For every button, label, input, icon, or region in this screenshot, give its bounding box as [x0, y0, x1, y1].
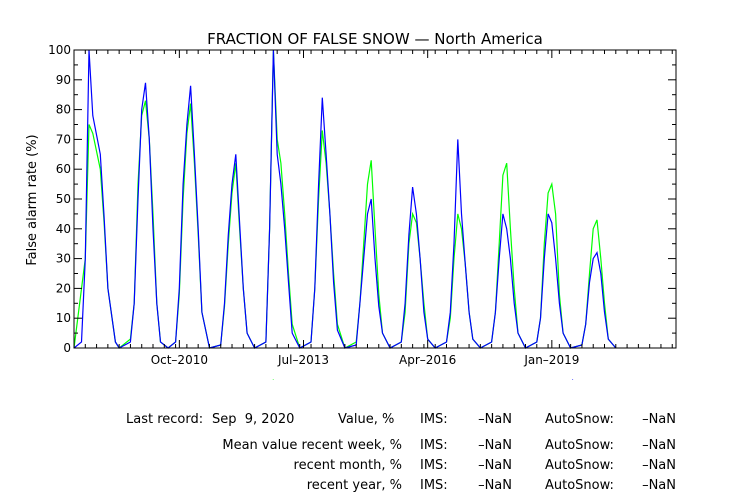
last-autosnow-value: –NaN [642, 412, 676, 427]
x-axis: Oct–2010 Jul–2013 Apr–2016 Jan–2019 [73, 50, 673, 367]
x-tick-label: Apr–2016 [399, 353, 456, 367]
autosnow-label: AutoSnow: [545, 412, 614, 427]
last-record-date: Sep 9, 2020 [212, 412, 295, 427]
y-tick-label: 10 [56, 311, 71, 325]
false-snow-chart: FRACTION OF FALSE SNOW — North America F… [25, 30, 677, 380]
series-line-ims [73, 49, 617, 349]
month-ims-label: IMS: [420, 458, 448, 473]
year-ims-value: –NaN [478, 478, 512, 493]
chart-title: FRACTION OF FALSE SNOW — North America [207, 30, 543, 48]
y-tick-label: 100 [48, 43, 71, 57]
month-autosnow-value: –NaN [642, 458, 676, 473]
y-tick-label: 20 [56, 281, 71, 295]
year-ims-label: IMS: [420, 478, 448, 493]
y-axis: 0 10 20 30 40 50 60 70 80 90 100 [48, 43, 676, 355]
y-tick-label: 90 [56, 73, 71, 87]
last-record-label: Last record: [126, 412, 204, 427]
month-autosnow-label: AutoSnow: [545, 458, 614, 473]
y-tick-label: 0 [63, 341, 71, 355]
legend: AutoSnow vs. In Situ Snow IMS vs. In Situ… [164, 378, 623, 380]
y-tick-label: 70 [56, 132, 71, 146]
week-autosnow-label: AutoSnow: [545, 438, 614, 453]
y-tick-label: 80 [56, 103, 71, 117]
y-axis-label: False alarm rate (%) [25, 134, 40, 265]
y-tick-label: 60 [56, 162, 71, 176]
week-label: Mean value recent week, % [222, 438, 402, 453]
week-ims-label: IMS: [420, 438, 448, 453]
week-ims-value: –NaN [478, 438, 512, 453]
y-tick-label: 30 [56, 252, 71, 266]
y-tick-label: 40 [56, 222, 71, 236]
legend-label-ims: IMS vs. In Situ Snow [502, 378, 623, 380]
last-ims-value: –NaN [478, 412, 512, 427]
month-ims-value: –NaN [478, 458, 512, 473]
x-tick-label: Jul–2013 [277, 353, 329, 367]
legend-label-autosnow: AutoSnow vs. In Situ Snow [164, 378, 324, 380]
x-tick-label: Oct–2010 [151, 353, 208, 367]
y-tick-label: 50 [56, 192, 71, 206]
month-label: recent month, % [293, 458, 402, 473]
year-autosnow-value: –NaN [642, 478, 676, 493]
week-autosnow-value: –NaN [642, 438, 676, 453]
ims-label: IMS: [420, 412, 448, 427]
year-label: recent year, % [306, 478, 402, 493]
value-label: Value, % [338, 412, 395, 427]
year-autosnow-label: AutoSnow: [545, 478, 614, 493]
x-tick-label: Jan–2019 [523, 353, 579, 367]
